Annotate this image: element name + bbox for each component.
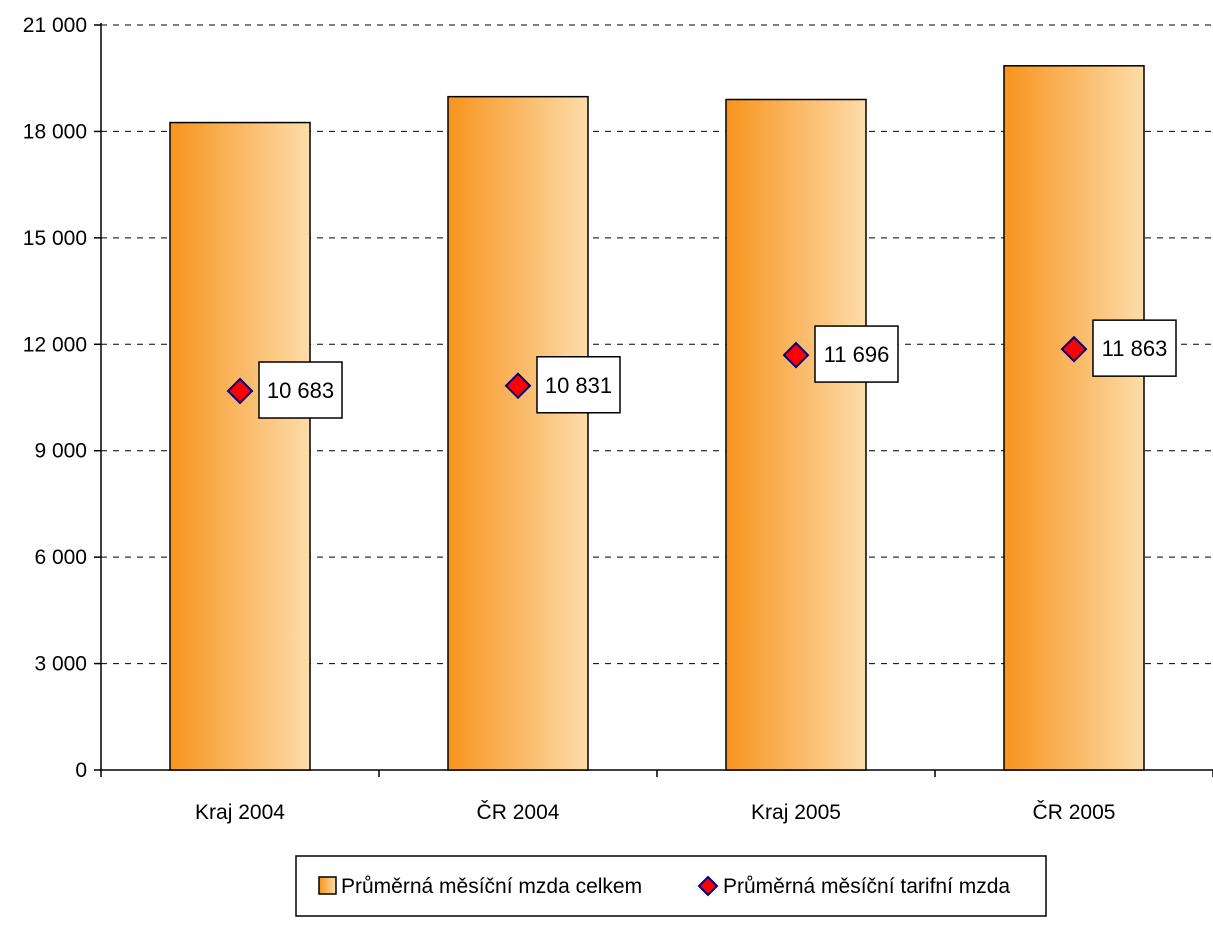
bar xyxy=(725,98,867,771)
bar-series xyxy=(169,65,1145,771)
x-tick-label: ČR 2004 xyxy=(477,801,560,824)
marker-point xyxy=(1060,335,1088,363)
y-tick-label: 12 000 xyxy=(23,333,87,356)
legend-swatch-marker xyxy=(697,875,719,897)
bar xyxy=(169,121,311,771)
marker-series: 10 683 10 831 11 696 11 863 xyxy=(226,319,1177,419)
bar xyxy=(1003,65,1145,771)
data-label-box xyxy=(814,325,899,383)
marker-point xyxy=(782,341,810,369)
data-label-text: 11 696 xyxy=(824,342,890,367)
y-tick-label: 0 xyxy=(75,759,87,782)
x-tick-label: ČR 2005 xyxy=(1033,801,1116,824)
legend: Průměrná měsíční mzda celkem Průměrná měs… xyxy=(295,855,1047,917)
marker-point xyxy=(504,372,532,400)
data-label-text: 11 863 xyxy=(1102,336,1168,361)
data-label-box xyxy=(536,356,621,414)
y-tick-label: 21 000 xyxy=(23,14,87,37)
data-label: 10 831 xyxy=(536,356,621,414)
data-label-text: 10 831 xyxy=(545,373,612,398)
y-tick-label: 6 000 xyxy=(34,546,87,569)
data-label: 10 683 xyxy=(258,361,343,419)
y-tick-label: 9 000 xyxy=(34,440,87,463)
y-tick-label: 18 000 xyxy=(23,120,87,143)
y-tick-label: 3 000 xyxy=(34,653,87,676)
data-label-box xyxy=(1092,319,1177,377)
legend-swatch-bar xyxy=(318,876,337,895)
x-tick-label: Kraj 2004 xyxy=(195,801,285,824)
data-label: 11 696 xyxy=(814,325,899,383)
legend-label-marker: Průměrná měsíční tarifní mzda xyxy=(723,875,1010,898)
y-tick-label: 15 000 xyxy=(23,227,87,250)
bar xyxy=(447,95,589,771)
data-label-box xyxy=(258,361,343,419)
data-label-text: 10 683 xyxy=(267,378,334,403)
legend-label-bar: Průměrná měsíční mzda celkem xyxy=(341,875,642,898)
data-label: 11 863 xyxy=(1092,319,1177,377)
x-tick-label: Kraj 2005 xyxy=(751,801,841,824)
marker-point xyxy=(226,377,254,405)
legend-box xyxy=(295,855,1047,917)
